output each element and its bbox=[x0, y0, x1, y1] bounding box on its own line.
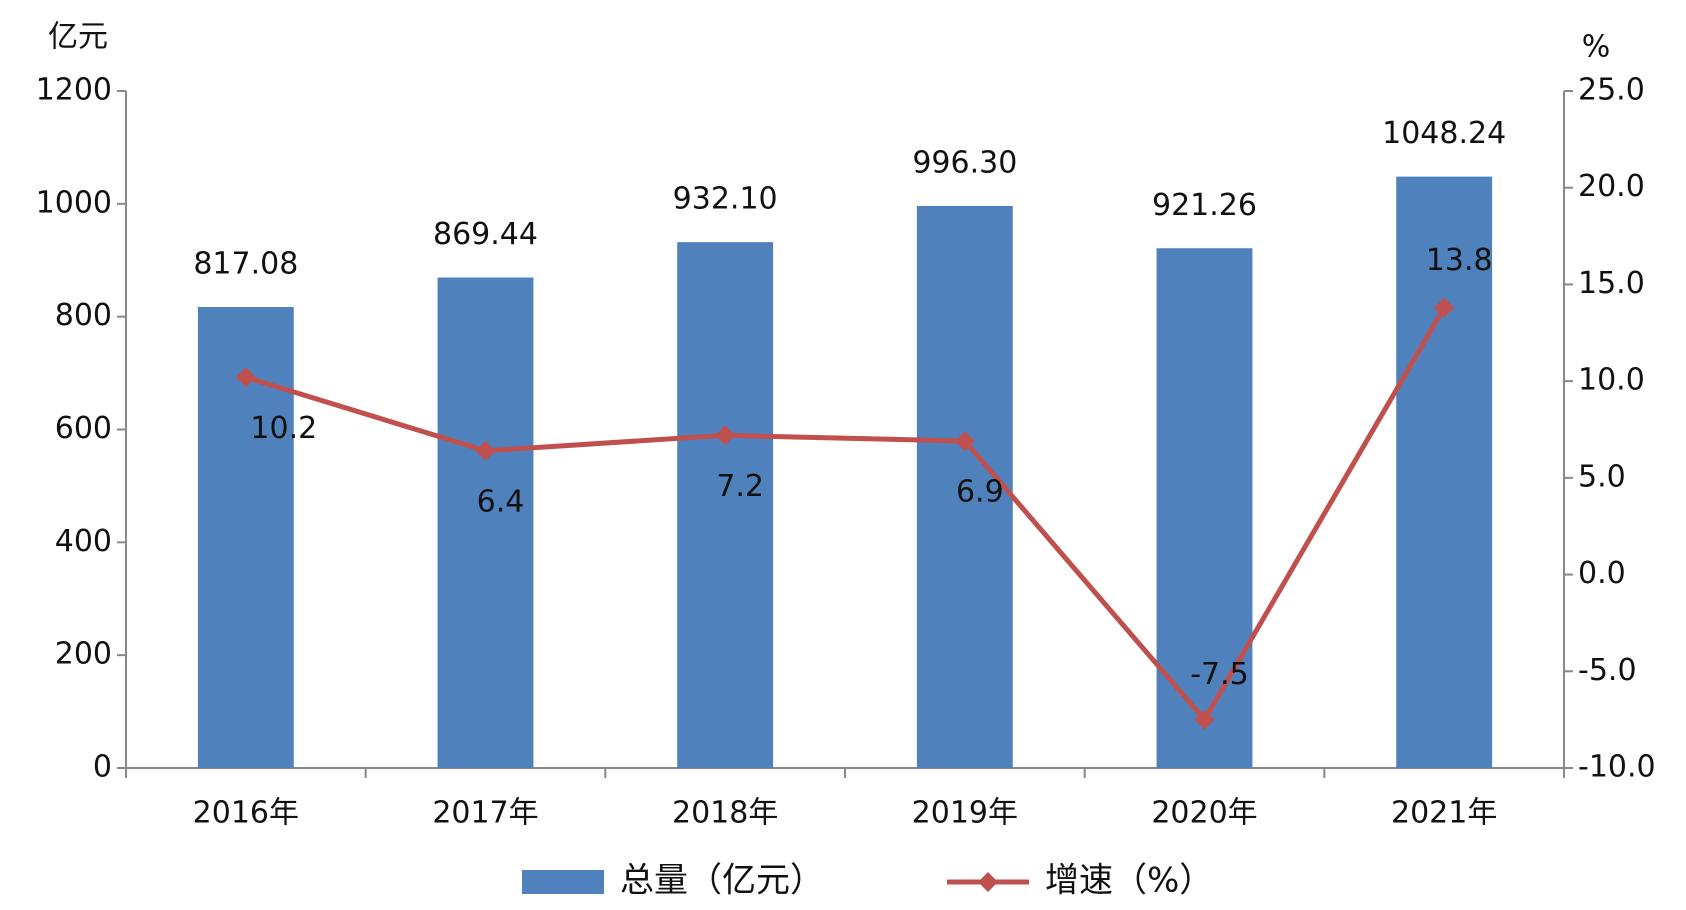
line-value-label: 10.2 bbox=[250, 411, 317, 446]
line-value-label: 6.9 bbox=[956, 475, 1004, 510]
y2-tick-label: -5.0 bbox=[1578, 653, 1637, 688]
y2-axis-label: % bbox=[1582, 30, 1611, 65]
y-tick-label: 1200 bbox=[36, 73, 112, 108]
y2-tick-label: -10.0 bbox=[1578, 750, 1656, 785]
y2-tick-label: 0.0 bbox=[1578, 556, 1626, 591]
x-tick-label: 2018年 bbox=[672, 796, 778, 831]
bar bbox=[916, 205, 1013, 768]
y2-tick-label: 25.0 bbox=[1578, 73, 1645, 108]
x-tick-label: 2020年 bbox=[1151, 796, 1257, 831]
legend-label: 增速（%） bbox=[1045, 861, 1213, 901]
y-tick-label: 400 bbox=[55, 524, 112, 559]
y-tick-label: 200 bbox=[55, 637, 112, 672]
legend-label: 总量（亿元） bbox=[620, 861, 824, 901]
bar-value-label: 932.10 bbox=[673, 182, 778, 217]
line-value-label: -7.5 bbox=[1190, 657, 1249, 692]
x-tick-label: 2017年 bbox=[432, 796, 538, 831]
bar-value-label: 817.08 bbox=[193, 247, 298, 282]
bar bbox=[1396, 176, 1493, 769]
bar bbox=[677, 242, 774, 768]
bar-value-label: 1048.24 bbox=[1382, 116, 1506, 151]
y-tick-label: 600 bbox=[55, 411, 112, 446]
y2-tick-label: 20.0 bbox=[1578, 169, 1645, 204]
line-marker bbox=[954, 431, 975, 452]
line-marker bbox=[475, 440, 496, 461]
y2-tick-label: 5.0 bbox=[1578, 459, 1626, 494]
y2-tick-label: 10.0 bbox=[1578, 363, 1645, 398]
line-marker bbox=[1194, 709, 1215, 730]
line-marker bbox=[715, 425, 736, 446]
line-value-label: 7.2 bbox=[716, 469, 764, 504]
line-value-label: 13.8 bbox=[1426, 243, 1493, 278]
bar-value-label: 869.44 bbox=[433, 217, 538, 252]
bar-value-label: 996.30 bbox=[912, 145, 1017, 180]
x-tick-label: 2019年 bbox=[912, 796, 1018, 831]
legend-swatch bbox=[522, 870, 604, 894]
line-marker bbox=[1434, 297, 1455, 318]
x-tick-label: 2021年 bbox=[1391, 796, 1497, 831]
x-tick-label: 2016年 bbox=[193, 796, 299, 831]
line bbox=[245, 306, 1447, 724]
line-value-label: 6.4 bbox=[477, 484, 525, 519]
y-axis-label: 亿元 bbox=[48, 20, 108, 55]
line-marker bbox=[235, 367, 256, 388]
bar-value-label: 921.26 bbox=[1152, 188, 1257, 223]
y-tick-label: 0 bbox=[93, 750, 112, 785]
y-tick-label: 1000 bbox=[36, 185, 112, 220]
y-tick-label: 800 bbox=[55, 298, 112, 333]
bar bbox=[437, 277, 534, 768]
legend-marker bbox=[978, 872, 998, 892]
y2-tick-label: 15.0 bbox=[1578, 266, 1645, 301]
